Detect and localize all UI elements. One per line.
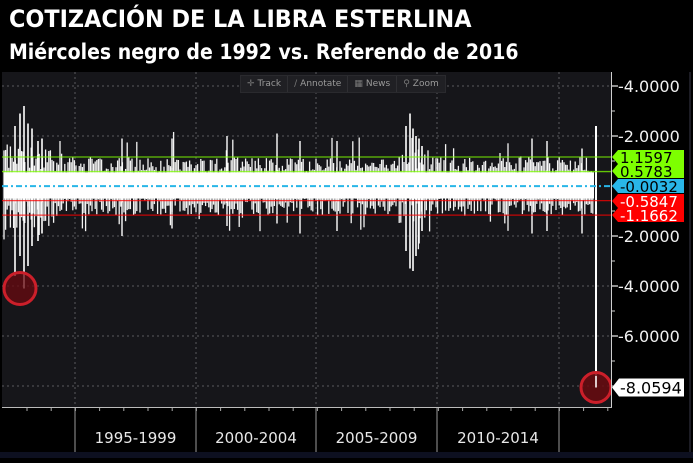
bar-chart [2,72,613,408]
bars [3,106,597,388]
reference-badge: -1.1662 [612,207,684,225]
svg-text:0.5783: 0.5783 [620,163,673,181]
highlight-circle-1992 [2,271,38,306]
annotate-button[interactable]: ∕ Annotate [288,76,349,92]
bottom-strip [0,452,693,458]
news-label: News [365,79,391,89]
crosshair-icon: ✛ [247,79,255,89]
zoom-button[interactable]: ⚲ Zoom [397,76,445,92]
news-icon: ▦ [354,79,363,89]
magnifier-icon: ⚲ [403,79,410,89]
chart-toolbar: ✛ Track ∕ Annotate ▦ News ⚲ Zoom [240,75,446,93]
x-tick-label: 2000-2004 [215,429,297,447]
news-button[interactable]: ▦ News [348,76,398,92]
annotate-label: Annotate [300,79,342,89]
y-tick-label: -4.0000 [618,77,680,96]
track-label: Track [257,79,282,89]
x-tick-label: 2010-2014 [457,429,539,447]
svg-text:-0.0032: -0.0032 [620,178,678,196]
y-tick-label: -4.0000 [618,277,680,296]
y-axis: -4.0000 -2.0000 -2.0000 -4.0000 -6.0000 1.159… [612,72,689,458]
x-tick-label: 1995-1999 [95,429,177,447]
right-border [689,72,691,458]
svg-text:-0.5847: -0.5847 [620,193,678,211]
chart-title: COTIZACIÓN DE LA LIBRA ESTERLINA [9,5,472,33]
x-axis: 1995-1999 2000-2004 2005-2009 2010-2014 [2,408,612,458]
last-value-badge: -8.0594 [612,378,684,397]
pencil-icon: ∕ [294,79,298,89]
reference-badge: -0.0032 [612,178,684,196]
chart-subtitle: Miércoles negro de 1992 vs. Referendo de… [9,40,519,64]
reference-badge: -0.5847 [612,193,684,211]
svg-text:-1.1662: -1.1662 [620,207,678,225]
reference-badge: 0.5783 [612,163,684,181]
plot-area[interactable] [2,72,613,408]
y-tick-label: -6.0000 [618,327,680,346]
chart-header: COTIZACIÓN DE LA LIBRA ESTERLINA Miércol… [0,0,693,72]
y-tick-label: -2.0000 [618,127,680,146]
y-tick-label: -2.0000 [618,227,680,246]
track-button[interactable]: ✛ Track [241,76,289,92]
x-tick-label: 2005-2009 [336,429,418,447]
svg-text:1.1597: 1.1597 [620,149,673,167]
reference-badge: 1.1597 [612,149,684,167]
svg-text:-8.0594: -8.0594 [620,378,682,397]
zoom-label: Zoom [412,79,439,89]
